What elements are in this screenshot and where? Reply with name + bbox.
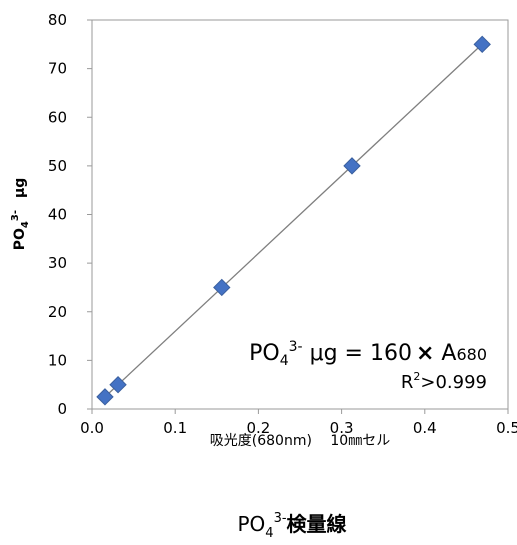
data-point — [343, 157, 361, 175]
data-point — [109, 375, 127, 394]
y-tick-label: 10 — [48, 351, 67, 369]
r-squared-label: R2>0.999 — [401, 370, 487, 393]
regression-equation: PO43- μg = 160 × A680 — [249, 339, 487, 369]
y-tick-label: 0 — [57, 400, 67, 418]
y-tick-label: 60 — [48, 108, 67, 126]
data-point — [473, 35, 491, 54]
data-point — [213, 278, 231, 297]
y-tick-label: 50 — [48, 157, 67, 175]
x-tick-label: 0.3 — [330, 419, 354, 437]
data-points — [96, 35, 491, 406]
x-axis-ticks: 0.0 0.1 0.2 0.3 0.4 0.5 — [80, 409, 517, 437]
x-axis-label: 吸光度(680nm) 10㎜セル — [210, 433, 390, 449]
y-tick-label: 80 — [48, 11, 67, 29]
x-tick-label: 0.4 — [413, 419, 437, 437]
x-tick-label: 0.5 — [496, 419, 517, 437]
x-tick-label: 0.1 — [163, 419, 187, 437]
y-tick-label: 40 — [48, 206, 67, 224]
y-tick-label: 70 — [48, 60, 67, 78]
data-point — [96, 388, 114, 406]
y-tick-label: 20 — [48, 303, 67, 321]
trendline-segment — [104, 43, 483, 398]
x-tick-label: 0.2 — [246, 419, 270, 437]
x-tick-label: 0.0 — [80, 419, 104, 437]
y-tick-label: 30 — [48, 254, 67, 272]
y-axis-ticks: 0 10 20 30 40 50 60 70 80 — [48, 11, 92, 418]
trendline — [104, 43, 483, 398]
chart-caption: PO43-検量線 — [237, 511, 346, 541]
y-axis-label: PO43-μg — [10, 178, 31, 251]
